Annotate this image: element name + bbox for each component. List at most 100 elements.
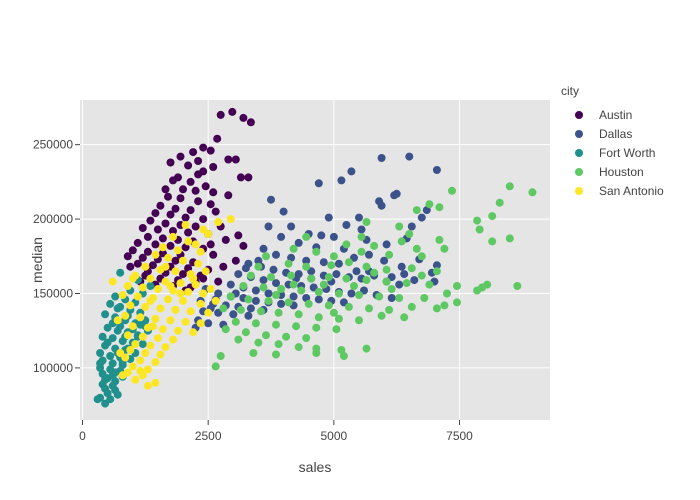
data-point: [201, 182, 210, 191]
data-point: [350, 282, 358, 290]
data-point: [329, 232, 338, 241]
data-point: [108, 277, 117, 286]
data-point: [103, 374, 112, 383]
data-point: [156, 201, 165, 210]
data-point: [443, 289, 451, 298]
data-point: [377, 201, 386, 210]
data-point: [196, 319, 205, 328]
data-point: [344, 302, 353, 311]
data-point: [284, 259, 293, 268]
legend-item-san-antonio[interactable]: San Antonio: [575, 184, 664, 198]
data-point: [262, 331, 270, 340]
data-point: [98, 332, 107, 341]
data-point: [128, 322, 137, 331]
data-point: [239, 241, 248, 250]
data-point: [312, 349, 321, 357]
data-point: [136, 356, 145, 365]
data-point: [264, 222, 273, 231]
data-point: [141, 302, 150, 311]
data-point: [412, 244, 421, 253]
data-point: [244, 173, 253, 182]
legend-item-fort-worth[interactable]: Fort Worth: [575, 146, 655, 160]
data-point: [420, 294, 429, 302]
data-point: [279, 207, 288, 216]
data-point: [171, 256, 180, 265]
legend-item-houston[interactable]: Houston: [575, 165, 644, 179]
data-point: [179, 256, 187, 265]
data-point: [128, 246, 137, 255]
data-point: [151, 358, 160, 366]
data-point: [229, 310, 238, 319]
data-point: [294, 238, 303, 247]
legend-title: city: [561, 84, 579, 98]
data-point: [169, 227, 177, 235]
data-point: [342, 240, 351, 249]
data-point: [251, 296, 260, 305]
data-point: [148, 322, 157, 331]
data-point: [365, 250, 373, 259]
data-point: [355, 213, 363, 222]
data-point: [337, 176, 346, 185]
data-point: [277, 285, 286, 293]
data-point: [206, 240, 215, 249]
data-point: [176, 152, 185, 161]
data-point: [297, 286, 306, 295]
data-point: [153, 225, 162, 234]
data-point: [116, 268, 125, 277]
data-point: [204, 319, 213, 328]
data-point: [400, 270, 409, 279]
data-point: [357, 225, 366, 234]
legend-label: Fort Worth: [599, 146, 655, 160]
data-point: [179, 185, 187, 194]
data-point: [131, 375, 140, 384]
y-axis-title: median: [29, 237, 45, 283]
data-point: [164, 192, 172, 201]
data-point: [199, 215, 208, 224]
data-point: [287, 222, 296, 231]
data-point: [400, 313, 409, 322]
data-point: [201, 267, 210, 276]
data-point: [282, 332, 291, 341]
data-point: [259, 276, 268, 285]
data-point: [327, 261, 336, 270]
data-point: [289, 292, 298, 301]
data-point: [171, 204, 180, 213]
data-point: [432, 304, 441, 313]
data-point: [166, 210, 175, 219]
data-point: [344, 258, 353, 267]
data-point: [387, 285, 396, 293]
data-point: [216, 110, 225, 119]
data-point: [355, 316, 363, 325]
data-point: [307, 274, 316, 283]
data-point: [370, 241, 379, 250]
data-point: [181, 317, 190, 326]
data-point: [347, 289, 356, 298]
data-point: [440, 301, 449, 310]
data-point: [269, 265, 278, 274]
data-point: [319, 280, 328, 289]
data-point: [151, 240, 160, 249]
data-point: [103, 338, 112, 347]
legend-marker: [575, 168, 583, 176]
data-point: [174, 326, 182, 335]
data-point: [226, 292, 235, 301]
data-point: [495, 198, 504, 207]
data-point: [191, 222, 200, 231]
data-point: [302, 256, 311, 265]
data-point: [96, 359, 105, 368]
data-point: [342, 274, 351, 283]
legend-marker: [575, 130, 583, 138]
data-point: [234, 335, 243, 344]
data-point: [319, 258, 328, 267]
y-tick-label: 150000: [33, 286, 73, 300]
legend-marker: [575, 187, 583, 195]
data-point: [179, 296, 187, 305]
x-tick-label: 7500: [446, 429, 473, 443]
legend-item-dallas[interactable]: Dallas: [575, 127, 632, 141]
data-point: [214, 218, 223, 226]
data-point: [289, 280, 298, 289]
data-point: [143, 365, 152, 374]
data-point: [189, 274, 198, 283]
legend-item-austin[interactable]: Austin: [575, 108, 632, 122]
data-point: [251, 319, 260, 328]
